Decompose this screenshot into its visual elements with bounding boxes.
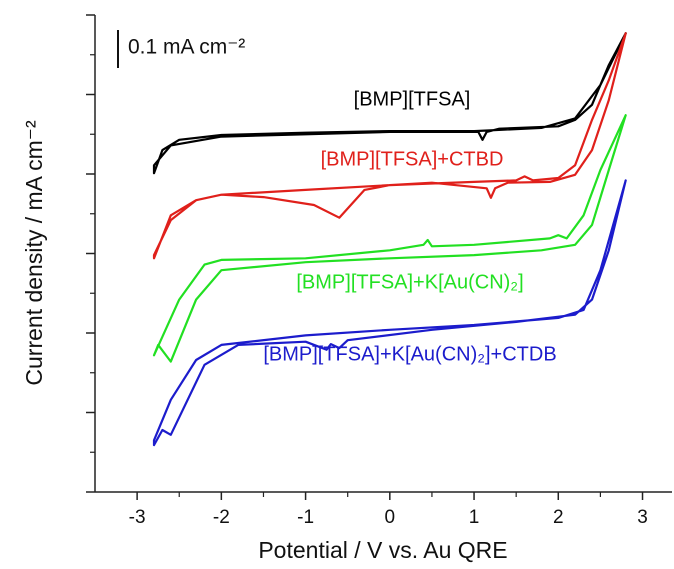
series-label: [BMP][TFSA]+K[Au(CN)₂]: [296, 271, 523, 293]
cv-curve: [152, 32, 627, 260]
x-tick-label: -3: [129, 507, 146, 528]
y-axis-label: Current density / mA cm⁻²: [21, 120, 47, 386]
series-label: [BMP][TFSA]+K[Au(CN)₂]+CTDB: [263, 343, 556, 365]
cv-curve: [152, 114, 627, 363]
x-tick-label: 0: [385, 507, 396, 528]
x-tick-label: -1: [297, 507, 314, 528]
x-axis-label: Potential / V vs. Au QRE: [258, 537, 507, 563]
series-label: [BMP][TFSA]+CTBD: [321, 148, 504, 170]
x-tick-label: -2: [213, 507, 230, 528]
x-tick-label: 3: [637, 507, 648, 528]
cv-curve: [152, 32, 627, 175]
series-label: [BMP][TFSA]: [354, 88, 471, 110]
x-tick-label: 2: [553, 507, 564, 528]
x-tick-label: 1: [469, 507, 480, 528]
scale-bar-label: 0.1 mA cm⁻²: [128, 36, 245, 59]
cv-curve: [152, 179, 627, 447]
